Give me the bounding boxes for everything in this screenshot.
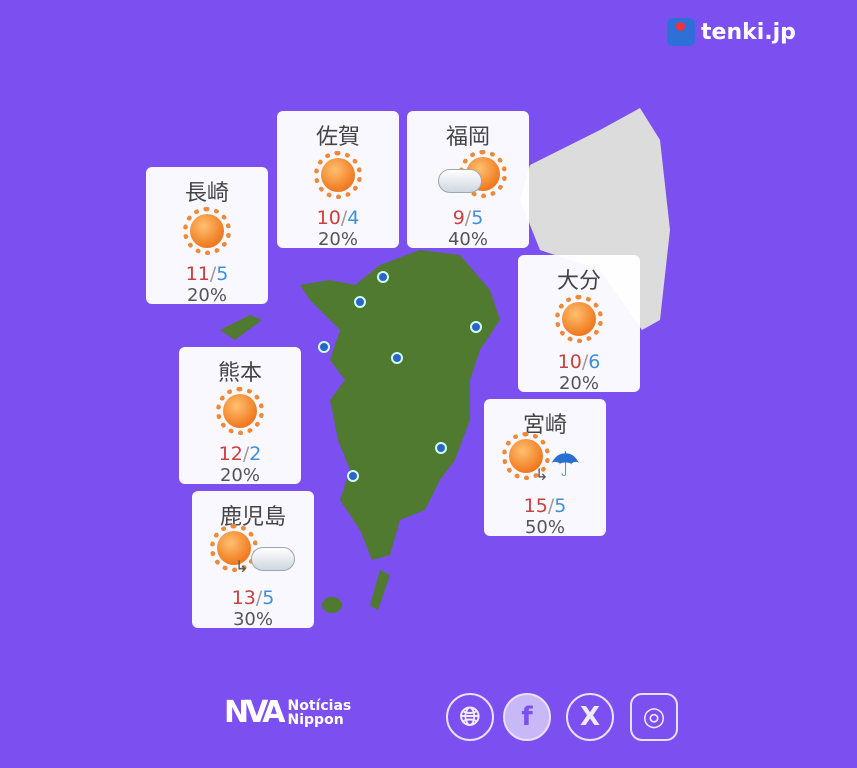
cloud-icon	[438, 169, 482, 193]
weather-sunny-then-rain-icon: ↳ ☂	[495, 432, 595, 489]
city-dot-kagoshima[interactable]	[347, 470, 359, 482]
weather-sunny-icon	[157, 205, 257, 257]
goto-islands	[220, 315, 262, 340]
sun-rays-icon	[555, 295, 603, 343]
low-temp: 5	[471, 207, 484, 229]
city-dot-miyazaki[interactable]	[435, 442, 447, 454]
high-temp: 13	[231, 587, 256, 609]
weather-sunny-then-cloudy-icon: ↳	[203, 524, 303, 581]
city-dot-saga[interactable]	[354, 296, 366, 308]
precip-chance: 20%	[317, 229, 358, 250]
logo-text: tenki.jp	[701, 19, 796, 45]
forecast-card-saga[interactable]: 佐賀 10/4 20%	[277, 111, 399, 250]
city-name: 宮崎	[522, 413, 567, 438]
weather-sunny-icon	[288, 149, 388, 201]
sun-icon	[190, 214, 224, 248]
sun-icon	[509, 439, 543, 473]
precip-chance: 50%	[524, 517, 565, 538]
precip-chance: 40%	[447, 229, 488, 250]
high-temp: 11	[185, 263, 210, 285]
low-temp: 6	[588, 351, 601, 373]
forecast-card-oita[interactable]: 大分 10/6 20%	[518, 255, 640, 394]
forecast-card-nagasaki[interactable]: 長崎 11/5 20%	[146, 167, 268, 306]
precip-chance: 20%	[558, 373, 599, 394]
facebook-icon[interactable]: f	[503, 693, 551, 741]
tenki-logo: tenki.jp	[667, 18, 796, 46]
weather-sunny-icon	[529, 293, 629, 345]
arrow-icon: ↳	[235, 557, 249, 576]
sun-icon	[223, 394, 257, 428]
arrow-icon: ↳	[535, 465, 549, 484]
instagram-icon[interactable]: ◎	[630, 693, 678, 741]
high-temp: 9	[452, 207, 465, 229]
high-temp: 10	[557, 351, 582, 373]
city-name: 熊本	[217, 361, 262, 386]
city-dot-fukuoka[interactable]	[377, 271, 389, 283]
city-name: 福岡	[445, 125, 490, 150]
cloud-icon	[251, 547, 295, 571]
sun-rays-icon	[502, 432, 550, 480]
low-temp: 4	[347, 207, 360, 229]
tanegashima	[370, 570, 390, 610]
city-dot-nagasaki[interactable]	[318, 341, 330, 353]
nn-logo-mark: NVA	[224, 695, 285, 730]
low-temp: 2	[249, 443, 262, 465]
brand-line-2: Nippon	[287, 711, 344, 728]
sun-icon	[321, 158, 355, 192]
umbrella-icon: ☂	[550, 445, 581, 485]
globe-icon[interactable]: 🌐︎	[446, 693, 494, 741]
low-temp: 5	[554, 495, 567, 517]
high-temp: 10	[316, 207, 341, 229]
precip-chance: 30%	[232, 609, 273, 630]
x-icon[interactable]: X	[566, 693, 614, 741]
forecast-card-kagoshima[interactable]: 鹿児島 ↳ 13/5 30%	[192, 491, 314, 630]
high-temp: 15	[523, 495, 548, 517]
city-name: 大分	[556, 269, 601, 294]
high-temp: 12	[218, 443, 243, 465]
noticias-nippon-logo: NVA Notícias Nippon	[224, 695, 351, 730]
city-dot-kumamoto[interactable]	[391, 352, 403, 364]
forecast-card-fukuoka[interactable]: 福岡 9/5 40%	[407, 111, 529, 250]
weather-sunny-icon	[190, 385, 290, 437]
sun-icon	[562, 302, 596, 336]
low-temp: 5	[262, 587, 275, 609]
precip-chance: 20%	[219, 465, 260, 486]
low-temp: 5	[216, 263, 229, 285]
sun-rays-icon	[216, 387, 264, 435]
yakushima	[322, 597, 342, 613]
precip-chance: 20%	[186, 285, 227, 306]
sun-rays-icon	[183, 207, 231, 255]
kyushu-island	[300, 250, 500, 560]
sun-icon	[217, 531, 251, 565]
tenki-cube-icon	[667, 18, 695, 46]
city-name: 長崎	[184, 181, 229, 206]
forecast-card-kumamoto[interactable]: 熊本 12/2 20%	[179, 347, 301, 486]
city-name: 佐賀	[315, 125, 360, 150]
brand-line-1: Notícias	[287, 697, 352, 714]
sun-rays-icon	[314, 151, 362, 199]
forecast-card-miyazaki[interactable]: 宮崎 ↳ ☂ 15/5 50%	[484, 399, 606, 538]
city-dot-oita[interactable]	[470, 321, 482, 333]
weather-cloudy-and-sunny-icon	[418, 149, 518, 201]
city-name: 鹿児島	[219, 505, 286, 530]
